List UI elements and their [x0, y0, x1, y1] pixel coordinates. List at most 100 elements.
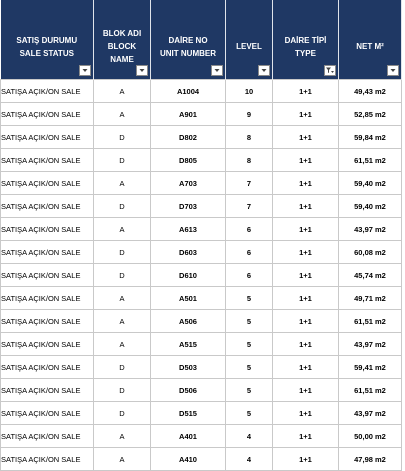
- table-cell: SATIŞA AÇIK/ON SALE: [0, 194, 94, 218]
- table-cell: A515: [150, 332, 226, 356]
- table-cell: 7: [225, 194, 273, 218]
- table-cell: 4: [225, 447, 273, 471]
- table-cell: 5: [225, 332, 273, 356]
- table-cell: SATIŞA AÇIK/ON SALE: [0, 171, 94, 195]
- table-cell: 8: [225, 148, 273, 172]
- table-cell: 6: [225, 217, 273, 241]
- filter-button[interactable]: [324, 65, 336, 76]
- table-row: SATIŞA AÇIK/ON SALE D D603 6 1+1 60,08 m2: [0, 240, 402, 264]
- table-cell: 6: [225, 263, 273, 287]
- table-cell: 1+1: [272, 424, 339, 448]
- header-line: SALE STATUS: [19, 48, 74, 58]
- table-row: SATIŞA AÇIK/ON SALE D D503 5 1+1 59,41 m2: [0, 355, 402, 379]
- table-cell: 59,41 m2: [338, 355, 402, 379]
- column-header: NET M²: [338, 0, 402, 80]
- header-label: NET M²: [339, 26, 401, 53]
- filter-icon: [326, 67, 334, 73]
- table-cell: 61,51 m2: [338, 378, 402, 402]
- header-label: BLOK ADI BLOCK NAME: [94, 13, 150, 66]
- header-line: BLOK ADI: [102, 29, 142, 38]
- table-cell: 5: [225, 309, 273, 333]
- header-label: LEVEL: [226, 26, 272, 53]
- header-label: DAİRE TİPİ TYPE: [273, 20, 338, 60]
- table-cell: A: [93, 424, 151, 448]
- table-cell: 61,51 m2: [338, 148, 402, 172]
- table-cell: 1+1: [272, 309, 339, 333]
- table-cell: D: [93, 148, 151, 172]
- table-row: SATIŞA AÇIK/ON SALE A A515 5 1+1 43,97 m2: [0, 332, 402, 356]
- table-cell: A703: [150, 171, 226, 195]
- filter-button[interactable]: [136, 65, 148, 76]
- table-cell: A: [93, 286, 151, 310]
- table-cell: D802: [150, 125, 226, 149]
- table-row: SATIŞA AÇIK/ON SALE D D703 7 1+1 59,40 m2: [0, 194, 402, 218]
- table-cell: D610: [150, 263, 226, 287]
- table-cell: D506: [150, 378, 226, 402]
- table-cell: A: [93, 79, 151, 103]
- table-cell: 7: [225, 171, 273, 195]
- table-cell: 1+1: [272, 286, 339, 310]
- table-row: SATIŞA AÇIK/ON SALE A A613 6 1+1 43,97 m2: [0, 217, 402, 241]
- filter-button[interactable]: [211, 65, 223, 76]
- table-cell: SATIŞA AÇIK/ON SALE: [0, 378, 94, 402]
- table-cell: 45,74 m2: [338, 263, 402, 287]
- header-line: SATIŞ DURUMU: [16, 35, 78, 45]
- table-cell: 1+1: [272, 447, 339, 471]
- table-row: SATIŞA AÇIK/ON SALE D D506 5 1+1 61,51 m2: [0, 378, 402, 402]
- table-cell: A901: [150, 102, 226, 126]
- table-cell: A: [93, 171, 151, 195]
- table-row: SATIŞA AÇIK/ON SALE A A501 5 1+1 49,71 m2: [0, 286, 402, 310]
- table-cell: 1+1: [272, 102, 339, 126]
- column-header: SATIŞ DURUMU SALE STATUS: [0, 0, 94, 80]
- table-cell: 1+1: [272, 217, 339, 241]
- table-row: SATIŞA AÇIK/ON SALE D D802 8 1+1 59,84 m2: [0, 125, 402, 149]
- table-cell: SATIŞA AÇIK/ON SALE: [0, 148, 94, 172]
- table-cell: 5: [225, 286, 273, 310]
- header-label: DAİRE NO UNIT NUMBER: [151, 20, 225, 60]
- table-row: SATIŞA AÇIK/ON SALE A A410 4 1+1 47,98 m2: [0, 447, 402, 471]
- table-cell: A1004: [150, 79, 226, 103]
- header-line: DAİRE TİPİ: [284, 35, 327, 45]
- table-row: SATIŞA AÇIK/ON SALE A A703 7 1+1 59,40 m2: [0, 171, 402, 195]
- table-cell: SATIŞA AÇIK/ON SALE: [0, 447, 94, 471]
- table-row: SATIŞA AÇIK/ON SALE A A1004 10 1+1 49,43 m2: [0, 79, 402, 103]
- filter-icon: [390, 69, 396, 72]
- table-cell: D: [93, 240, 151, 264]
- table-cell: SATIŞA AÇIK/ON SALE: [0, 240, 94, 264]
- table-cell: SATIŞA AÇIK/ON SALE: [0, 102, 94, 126]
- table-cell: 60,08 m2: [338, 240, 402, 264]
- table-cell: SATIŞA AÇIK/ON SALE: [0, 217, 94, 241]
- filter-icon: [82, 69, 88, 72]
- column-header: DAİRE NO UNIT NUMBER: [150, 0, 226, 80]
- table-cell: D: [93, 194, 151, 218]
- table-cell: SATIŞA AÇIK/ON SALE: [0, 332, 94, 356]
- table-cell: SATIŞA AÇIK/ON SALE: [0, 355, 94, 379]
- table-cell: SATIŞA AÇIK/ON SALE: [0, 286, 94, 310]
- table-cell: SATIŞA AÇIK/ON SALE: [0, 309, 94, 333]
- header-line: NET M²: [356, 42, 384, 51]
- filter-icon: [139, 69, 145, 72]
- table-cell: 43,97 m2: [338, 217, 402, 241]
- header-line: DAİRE NO: [168, 35, 208, 45]
- table-cell: 43,97 m2: [338, 332, 402, 356]
- header-label: SATIŞ DURUMU SALE STATUS: [1, 20, 94, 60]
- table-cell: 1+1: [272, 378, 339, 402]
- table-cell: 1+1: [272, 148, 339, 172]
- column-header: LEVEL: [225, 0, 273, 80]
- filter-button[interactable]: [387, 65, 399, 76]
- table-cell: 5: [225, 378, 273, 402]
- table-cell: D603: [150, 240, 226, 264]
- filter-button[interactable]: [79, 65, 91, 76]
- table-cell: 1+1: [272, 240, 339, 264]
- table-cell: SATIŞA AÇIK/ON SALE: [0, 263, 94, 287]
- table-cell: D503: [150, 355, 226, 379]
- table-cell: 5: [225, 401, 273, 425]
- column-header: DAİRE TİPİ TYPE: [272, 0, 339, 80]
- table-row: SATIŞA AÇIK/ON SALE D D610 6 1+1 45,74 m2: [0, 263, 402, 287]
- table-cell: A506: [150, 309, 226, 333]
- table-cell: SATIŞA AÇIK/ON SALE: [0, 401, 94, 425]
- table-cell: 1+1: [272, 125, 339, 149]
- table-cell: 50,00 m2: [338, 424, 402, 448]
- table-cell: 10: [225, 79, 273, 103]
- filter-button[interactable]: [258, 65, 270, 76]
